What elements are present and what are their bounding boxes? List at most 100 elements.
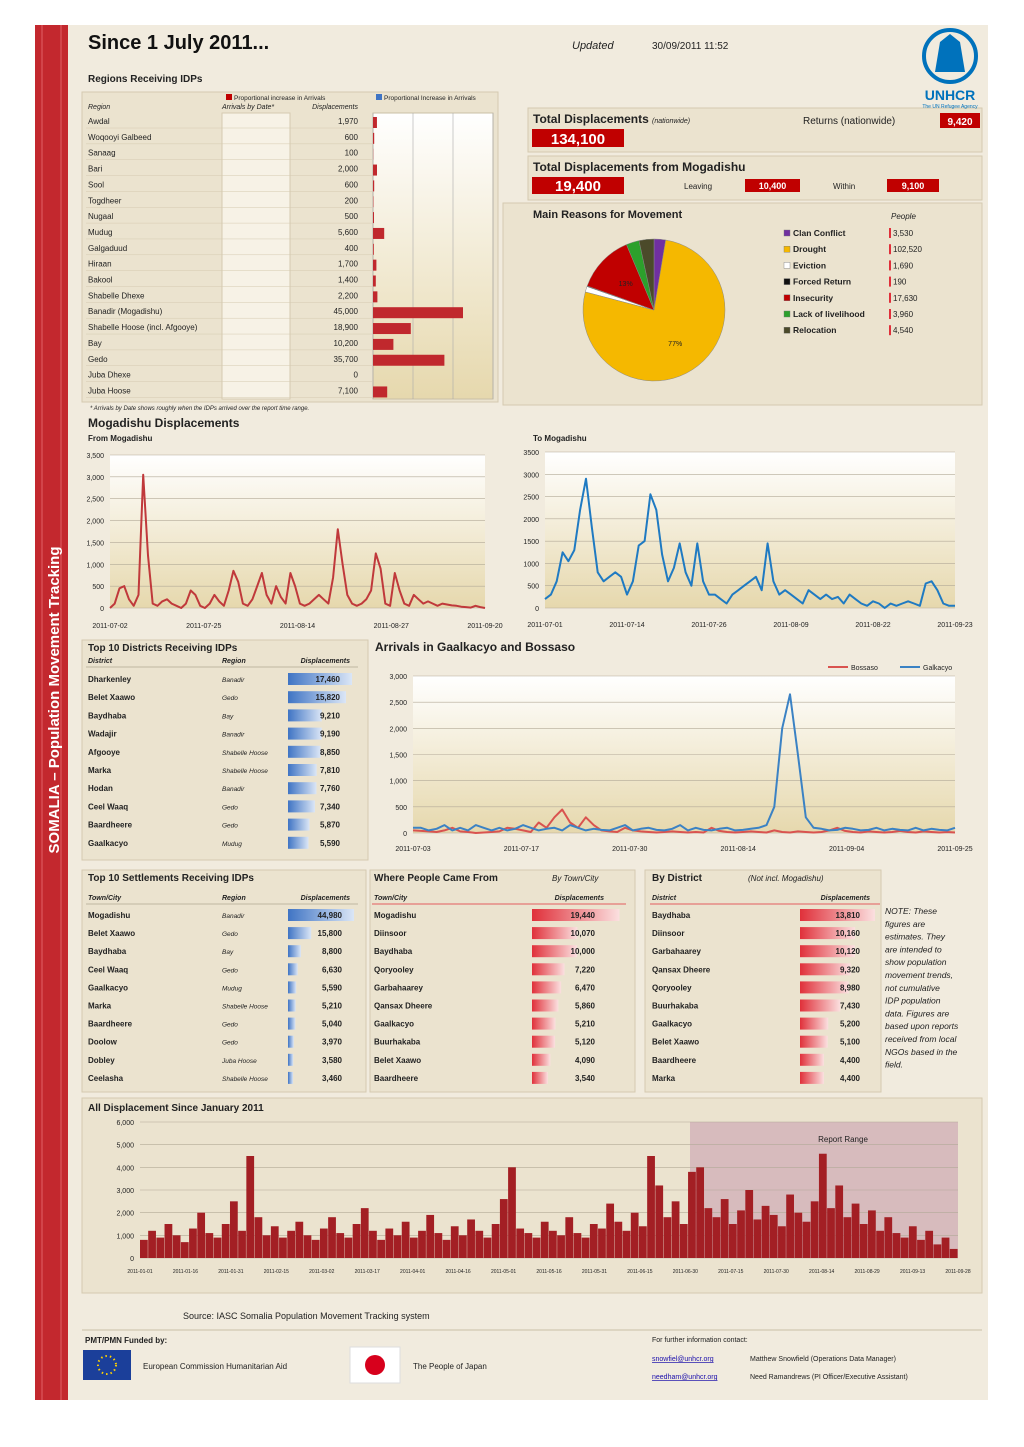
bar	[737, 1210, 745, 1258]
x-tick-label: 2011-05-31	[582, 1269, 607, 1275]
bar	[164, 1224, 173, 1258]
row-name: Wadajir	[88, 730, 117, 739]
row-value: 3,580	[322, 1056, 343, 1065]
bar	[647, 1156, 655, 1258]
row-name: Marka	[88, 1002, 112, 1011]
region-name: Juba Hoose	[88, 386, 131, 395]
bar	[908, 1226, 917, 1258]
bar	[288, 782, 317, 795]
value-tick	[889, 228, 891, 238]
region-name: Shabelle Dhexe	[88, 291, 145, 300]
x-tick-label: 2011-04-16	[446, 1269, 471, 1275]
bar	[189, 1228, 197, 1258]
row-name: Garbahaarey	[652, 947, 701, 956]
value-box	[532, 177, 624, 194]
row-region: Gedo	[222, 695, 238, 702]
region-name: Bay	[88, 339, 102, 348]
x-tick-label: 2011-07-30	[764, 1269, 789, 1275]
row-region: Gedo	[222, 1040, 238, 1047]
bar	[876, 1230, 884, 1258]
bar	[373, 180, 375, 192]
row-name: Afgooye	[88, 748, 121, 757]
bar	[467, 1219, 475, 1258]
x-tick-label: 2011-09-13	[900, 1269, 925, 1275]
updated-label: Updated	[572, 40, 614, 52]
bar	[800, 1071, 824, 1084]
footnote: * Arrivals by Date shows roughly when th…	[90, 406, 309, 412]
y-tick-label: 1,000	[116, 1233, 134, 1240]
y-tick-label: 2000	[523, 517, 539, 524]
bar	[288, 927, 312, 940]
bar	[800, 1017, 829, 1030]
legend-swatch	[376, 94, 382, 100]
row-name: Diinsoor	[374, 929, 406, 938]
region-value: 2,000	[338, 165, 359, 174]
column-header: Arrivals by Date*	[221, 104, 274, 111]
row-value: 7,220	[575, 965, 596, 974]
x-tick-label: 2011-07-14	[609, 622, 644, 629]
row-value: 9,210	[320, 711, 341, 720]
value-label: 102,520	[893, 245, 922, 254]
value-tick	[889, 260, 891, 271]
row-name: Gaalkacyo	[652, 1020, 692, 1029]
row-value: 5,210	[575, 1020, 596, 1029]
table-title: Top 10 Districts Receiving IDPs	[88, 643, 238, 654]
row-value: 3,970	[322, 1038, 343, 1047]
row-name: Buurhakaba	[374, 1038, 421, 1047]
row-value: 4,090	[575, 1056, 596, 1065]
bar	[800, 945, 855, 958]
bar	[148, 1230, 156, 1258]
region-name: Nugaal	[88, 212, 114, 221]
bar	[295, 1221, 304, 1258]
row-region: Banadir	[222, 913, 245, 920]
email-link[interactable]: needham@unhcr.org	[652, 1374, 718, 1381]
y-tick-label: 1500	[523, 539, 539, 546]
row-name: Baydhaba	[652, 911, 691, 920]
column-header: Displacements	[301, 658, 351, 665]
email-link[interactable]: snowfiel@unhcr.org	[652, 1356, 714, 1363]
row-value: 10,160	[836, 929, 861, 938]
bar	[319, 1228, 328, 1258]
row-value: 3,540	[575, 1074, 596, 1083]
bar	[499, 1199, 508, 1258]
bar	[385, 1228, 394, 1258]
bar	[442, 1239, 451, 1258]
bar	[728, 1224, 737, 1258]
legend-swatch	[783, 294, 791, 301]
row-region: Gedo	[222, 823, 238, 830]
row-name: Hodan	[88, 784, 113, 793]
bar	[516, 1228, 525, 1258]
column-header: Region	[222, 658, 246, 665]
bar	[377, 1239, 385, 1258]
label: Within	[833, 182, 855, 191]
bar	[778, 1226, 786, 1258]
footer-label: For further information contact:	[652, 1337, 748, 1344]
x-tick-label: 2011-09-23	[937, 622, 972, 629]
row-name: Buurhakaba	[652, 1002, 699, 1011]
row-name: Dharkenley	[88, 675, 132, 684]
bar	[532, 999, 559, 1012]
bar	[800, 963, 851, 976]
bar	[532, 981, 562, 994]
bar	[573, 1233, 582, 1258]
y-tick-label: 2500	[523, 495, 539, 502]
row-name: Baardheere	[652, 1056, 697, 1065]
bar	[843, 1217, 852, 1258]
bar	[373, 338, 394, 350]
pie-slice	[586, 244, 655, 311]
bar	[614, 1221, 623, 1258]
y-tick-label: 1,500	[389, 753, 407, 760]
region-value: 200	[345, 196, 359, 205]
value: 19,400	[555, 178, 601, 195]
bar	[238, 1230, 246, 1258]
bar	[794, 1212, 803, 1258]
bar	[800, 999, 841, 1012]
region-name: Galgaduud	[88, 244, 127, 253]
column-header: District	[652, 895, 677, 902]
bar	[373, 243, 374, 255]
row-name: Diinsoor	[652, 929, 684, 938]
bar	[712, 1217, 721, 1258]
note-line: NOTE: These	[885, 906, 937, 916]
y-tick-label: 4,000	[116, 1165, 134, 1172]
value: 134,100	[551, 131, 605, 148]
